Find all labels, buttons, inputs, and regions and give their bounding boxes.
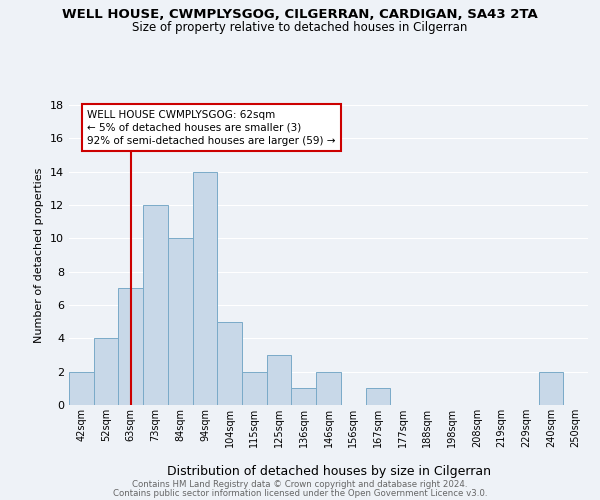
Text: WELL HOUSE CWMPLYSGOG: 62sqm
← 5% of detached houses are smaller (3)
92% of semi: WELL HOUSE CWMPLYSGOG: 62sqm ← 5% of det… xyxy=(87,110,335,146)
Y-axis label: Number of detached properties: Number of detached properties xyxy=(34,168,44,342)
Text: Contains public sector information licensed under the Open Government Licence v3: Contains public sector information licen… xyxy=(113,488,487,498)
Text: WELL HOUSE, CWMPLYSGOG, CILGERRAN, CARDIGAN, SA43 2TA: WELL HOUSE, CWMPLYSGOG, CILGERRAN, CARDI… xyxy=(62,8,538,20)
Bar xyxy=(292,388,316,405)
Bar xyxy=(69,372,94,405)
Bar xyxy=(242,372,267,405)
Bar xyxy=(193,172,217,405)
Bar xyxy=(539,372,563,405)
Text: Contains HM Land Registry data © Crown copyright and database right 2024.: Contains HM Land Registry data © Crown c… xyxy=(132,480,468,489)
Bar xyxy=(267,355,292,405)
Bar xyxy=(94,338,118,405)
Bar xyxy=(365,388,390,405)
Bar xyxy=(316,372,341,405)
Text: Size of property relative to detached houses in Cilgerran: Size of property relative to detached ho… xyxy=(133,21,467,34)
Bar xyxy=(217,322,242,405)
Bar xyxy=(143,205,168,405)
Bar xyxy=(118,288,143,405)
Bar xyxy=(168,238,193,405)
Text: Distribution of detached houses by size in Cilgerran: Distribution of detached houses by size … xyxy=(167,464,491,477)
